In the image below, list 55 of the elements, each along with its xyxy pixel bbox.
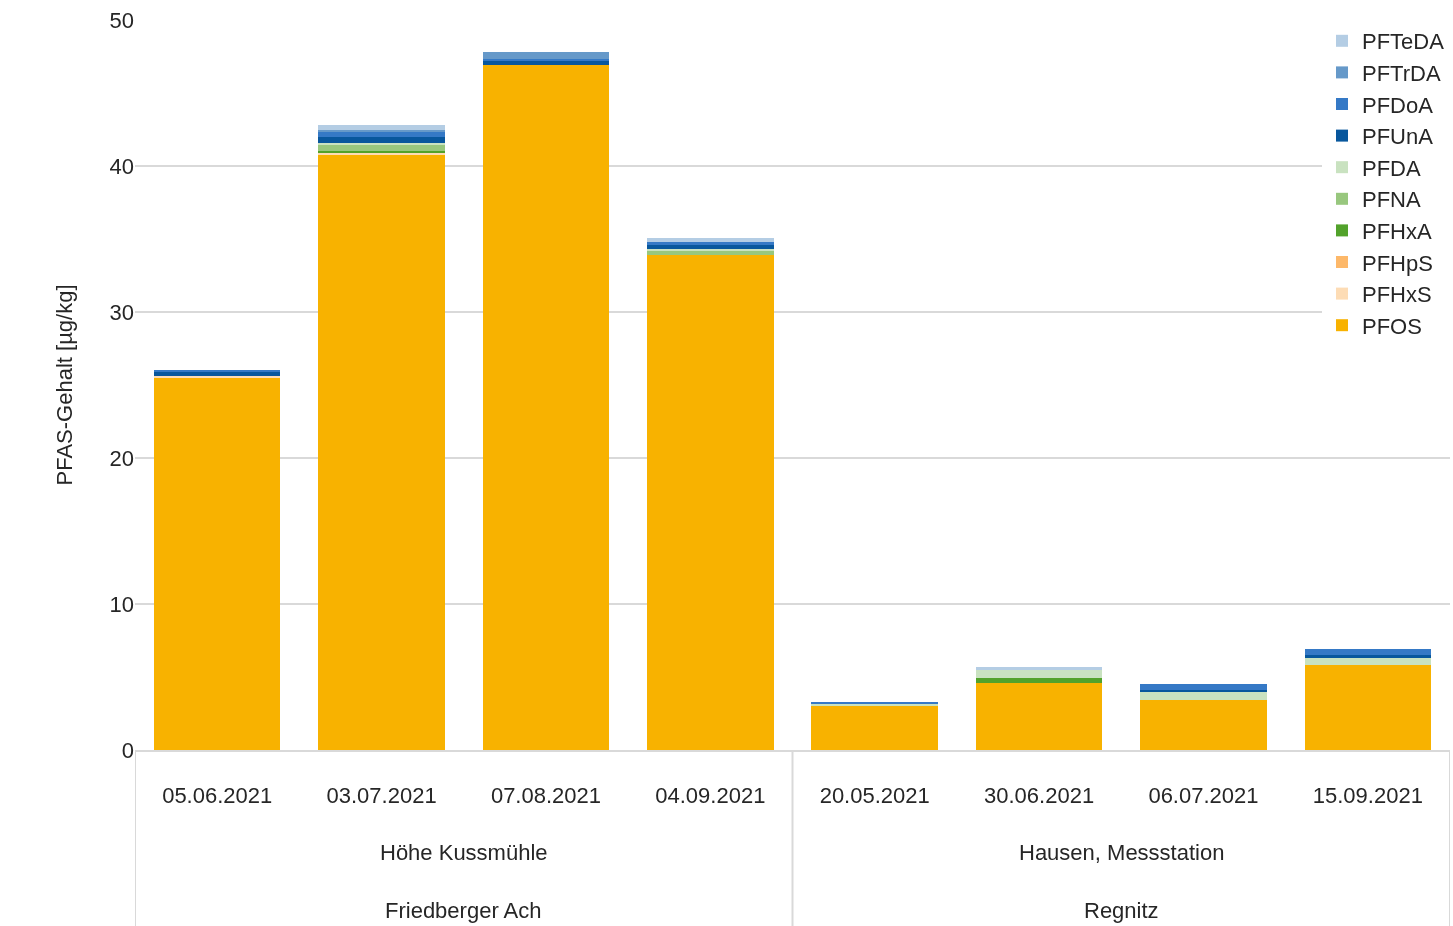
- bar: [482, 60, 610, 66]
- legend-label: PFTrDA: [1362, 60, 1441, 86]
- x-tick-label: 03.07.2021: [326, 783, 437, 809]
- x-tick-label: 20.05.2021: [819, 783, 930, 809]
- y-tick-label: 20: [109, 445, 134, 471]
- bar: [1304, 655, 1432, 659]
- bar: [975, 682, 1103, 750]
- y-axis-title: PFAS-Gehalt [µg/kg]: [52, 284, 78, 486]
- x-tick-label: 07.08.2021: [490, 783, 601, 809]
- bar: [1140, 684, 1267, 691]
- text: Friedberger Ach: [385, 898, 542, 923]
- bar: [975, 678, 1103, 683]
- bar: [153, 377, 281, 750]
- bar: [647, 241, 774, 245]
- bar: [318, 136, 445, 143]
- text: Regnitz: [1084, 898, 1159, 923]
- x-tick-label: 30.06.2021: [984, 783, 1095, 809]
- bar: [647, 244, 774, 250]
- bar: [482, 52, 610, 60]
- x-tick-label: 06.07.2021: [1148, 783, 1259, 809]
- legend-label: PFHpS: [1362, 250, 1433, 276]
- bar: [975, 669, 1103, 679]
- x-tick-label: 05.06.2021: [162, 783, 273, 809]
- legend-label: PFHxS: [1362, 282, 1432, 308]
- bar: [153, 371, 281, 377]
- y-tick-label: 30: [109, 299, 134, 325]
- x-tick-label: 15.09.2021: [1312, 783, 1423, 809]
- x-tick-label: 04.09.2021: [655, 783, 766, 809]
- bar: [1304, 649, 1432, 656]
- y-tick-label: 40: [109, 153, 134, 179]
- bar: [1140, 691, 1267, 701]
- bar: [647, 250, 774, 256]
- bar: [1304, 665, 1432, 750]
- y-tick-label: 0: [121, 737, 134, 763]
- y-tick-label: 50: [109, 7, 134, 33]
- legend-label: PFDoA: [1362, 92, 1434, 118]
- legend-label: PFDA: [1362, 155, 1421, 181]
- bar: [1140, 700, 1267, 750]
- legend-label: PFOS: [1362, 313, 1422, 339]
- bar: [647, 237, 774, 242]
- bar: [647, 255, 774, 750]
- bar: [482, 65, 610, 750]
- bar: [318, 125, 445, 130]
- bar: [1304, 658, 1432, 666]
- bar: [318, 132, 445, 137]
- bar: [811, 706, 938, 750]
- legend-label: PFUnA: [1362, 124, 1434, 150]
- bar: [975, 666, 1103, 670]
- legend-label: PFTeDA: [1362, 29, 1445, 55]
- text: Höhe Kussmühle: [380, 840, 548, 865]
- legend-label: PFNA: [1362, 187, 1421, 213]
- legend-label: PFHxA: [1362, 218, 1432, 244]
- y-tick-label: 10: [109, 591, 134, 617]
- bar: [318, 154, 445, 750]
- text: Hausen, Messstation: [1019, 840, 1225, 865]
